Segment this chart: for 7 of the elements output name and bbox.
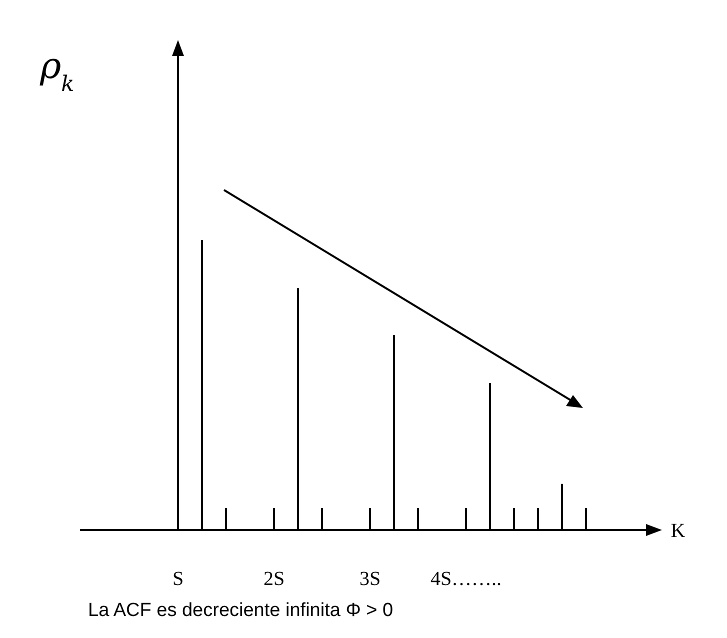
x-tick-label: S [172,568,184,590]
y-axis-title: ρ$_{k}$ [39,46,74,96]
x-tick-label: 2S [263,568,285,590]
x-tick-label: 3S [359,568,381,590]
x-axis-title: K [670,520,686,542]
x-tick-label: 4S…….. [430,568,502,590]
text: La ACF es decreciente infinita Φ > 0 [88,600,394,621]
